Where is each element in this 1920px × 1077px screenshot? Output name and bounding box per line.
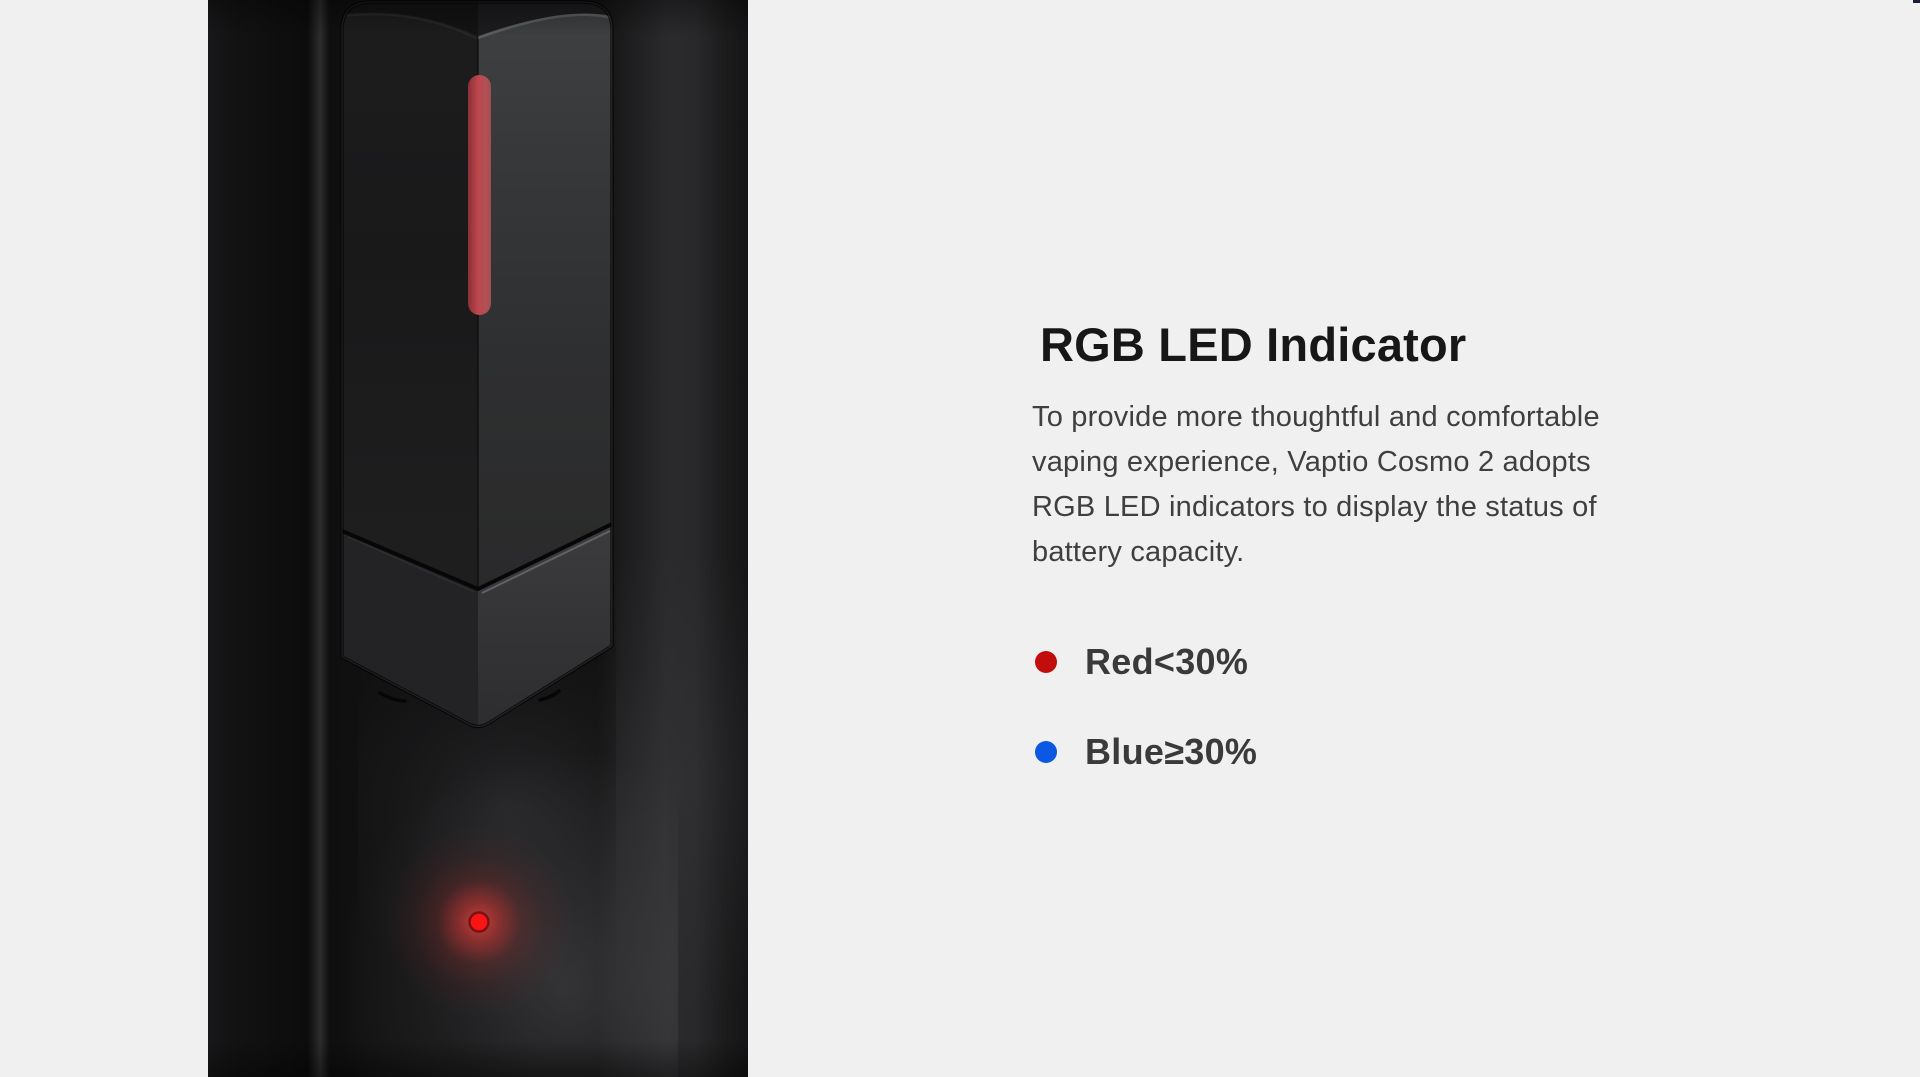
vent-left xyxy=(378,691,407,703)
feature-description: To provide more thoughtful and comfortab… xyxy=(1032,395,1692,575)
description-line: vaping experience, Vaptio Cosmo 2 adopts xyxy=(1032,446,1591,478)
description-line: To provide more thoughtful and comfortab… xyxy=(1032,401,1600,433)
blue-dot-icon xyxy=(1035,741,1057,763)
red-dot-icon xyxy=(1035,651,1057,673)
description-line: RGB LED indicators to display the status… xyxy=(1032,491,1597,523)
page-title: RGB LED Indicator xyxy=(1040,318,1467,371)
device-photo xyxy=(208,0,748,1077)
legend-label-blue: Blue≥30% xyxy=(1085,731,1258,772)
corner-artifact xyxy=(1913,0,1920,3)
description-line: battery capacity. xyxy=(1032,536,1245,568)
chevron-band-left xyxy=(342,530,478,727)
legend-item-blue: Blue≥30% xyxy=(1035,730,1692,774)
legend-item-red: Red<30% xyxy=(1035,640,1692,684)
chevron-band-right xyxy=(478,523,612,727)
vent-right xyxy=(538,689,561,702)
feature-copy: RGB LED Indicator To provide more though… xyxy=(1032,318,1692,774)
chevron-groove xyxy=(342,522,612,591)
legend-label-red: Red<30% xyxy=(1085,641,1249,682)
status-led xyxy=(468,911,490,933)
battery-status-legend: Red<30% Blue≥30% xyxy=(1035,640,1692,774)
led-strip xyxy=(468,75,491,315)
